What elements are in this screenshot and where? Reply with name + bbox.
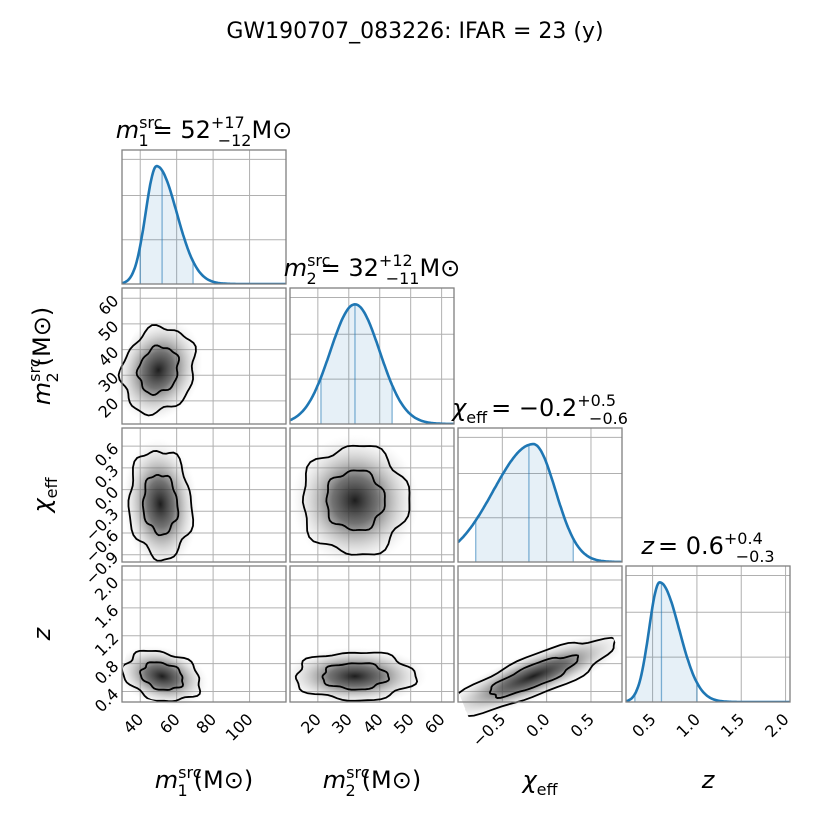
- y-tick-label-z: 1.6: [91, 601, 122, 632]
- credible-region-z: [635, 582, 697, 702]
- grid-m2: [290, 288, 454, 424]
- y-axis-label-chi_eff: χeff: [28, 476, 61, 514]
- panel-title-chi_eff: χeff = −0.2+0.5 −0.6: [450, 391, 628, 428]
- diag-panel-chi_eff: [457, 427, 623, 563]
- contour-50-m2-z: [321, 662, 391, 691]
- x-tick-label-z: 1.5: [717, 710, 748, 741]
- x-axis-label-m1: msrc 1 (M⊙): [155, 763, 253, 800]
- credible-region-m2: [321, 304, 392, 424]
- marginal-curve-m1: [122, 164, 286, 284]
- y-tick-label-m2: 50: [95, 317, 123, 345]
- joint-panel-m1-chi_eff: [121, 427, 287, 563]
- x-tick-label-m2: 20: [297, 710, 325, 738]
- marginal-curve-chi_eff: [458, 442, 622, 562]
- contour-90-m1-m2: [117, 324, 197, 417]
- density-cloud: [436, 631, 626, 721]
- density-m1-m2: [114, 318, 203, 423]
- diag-panel-z: [625, 565, 791, 703]
- density-m2-chi_eff: [290, 434, 420, 567]
- marginal-curve-m2: [290, 302, 454, 424]
- density-cloud: [290, 647, 428, 702]
- x-axis-label-z: z: [701, 766, 716, 794]
- diag-panel-m2: [289, 287, 455, 425]
- joint-panel-m1-z: [121, 565, 287, 703]
- figure-title: GW190707_083226: IFAR = 23 (y): [226, 19, 603, 44]
- x-tick-label-m2: 60: [421, 710, 449, 738]
- y-axis-label-z: z: [28, 626, 56, 641]
- contour-50-m1-m2: [135, 344, 180, 396]
- x-tick-label-chi_eff: 0.0: [522, 710, 553, 741]
- density-cloud: [290, 434, 420, 567]
- joint-panel-m1-m2: [121, 287, 287, 425]
- contour-50-m1-z: [139, 661, 184, 691]
- joint-panel-m2-z: [289, 565, 455, 703]
- panel-title-m2: msrc 2 = 32+12 −11M⊙: [284, 251, 461, 288]
- marginal-curve-z: [626, 580, 790, 702]
- density-cloud: [116, 645, 209, 707]
- panel-title-m1: msrc 1 = 52+17 −12M⊙: [116, 113, 293, 150]
- panel-title-z: z = 0.6+0.4 −0.3: [640, 529, 774, 566]
- contour-50-chi_eff-z: [488, 654, 580, 699]
- x-tick-label-m1: 80: [192, 710, 220, 738]
- contour-50-m1-chi_eff: [141, 473, 180, 537]
- density-m1-chi_eff: [122, 438, 199, 565]
- grid-chi_eff: [458, 428, 622, 562]
- x-axis-label-chi_eff: χeff: [520, 766, 558, 799]
- contour-90-m2-z: [294, 651, 419, 702]
- y-tick-label-z: 0.4: [91, 684, 122, 715]
- x-tick-label-m1: 100: [222, 710, 257, 745]
- contour-90-m2-chi_eff: [301, 444, 411, 556]
- density-m2-z: [290, 647, 428, 702]
- y-tick-label-z: 1.2: [91, 629, 122, 660]
- x-tick-label-chi_eff: 0.5: [567, 710, 598, 741]
- x-tick-label-m1: 60: [156, 710, 184, 738]
- credible-region-chi_eff: [476, 444, 573, 562]
- contour-90-m1-chi_eff: [127, 450, 195, 562]
- y-tick-label-z: 0.8: [91, 657, 122, 688]
- density-m1-z: [116, 645, 209, 707]
- x-tick-label-z: 1.0: [673, 710, 704, 741]
- y-tick-label-m2: 40: [95, 343, 123, 371]
- y-tick-label-chi_eff: 0.6: [91, 439, 122, 470]
- y-tick-label-m2: 60: [95, 291, 123, 319]
- y-axis-label-m2: msrc2(M⊙): [25, 307, 62, 405]
- diag-panel-m1: [121, 149, 287, 285]
- credible-region-m1: [140, 166, 194, 284]
- contour-50-m2-chi_eff: [325, 469, 386, 532]
- x-tick-label-m1: 40: [119, 710, 147, 738]
- joint-panel-chi_eff-z: [457, 565, 623, 703]
- x-tick-label-z: 0.5: [628, 710, 659, 741]
- x-tick-label-m2: 30: [328, 710, 356, 738]
- x-tick-label-m2: 50: [390, 710, 418, 738]
- density-cloud: [122, 438, 199, 565]
- x-axis-label-m2: msrc 2 (M⊙): [323, 763, 421, 800]
- grid-z: [626, 566, 790, 702]
- joint-panel-m2-chi_eff: [289, 427, 455, 563]
- x-tick-label-z: 2.0: [761, 710, 792, 741]
- x-tick-label-m2: 40: [359, 710, 387, 738]
